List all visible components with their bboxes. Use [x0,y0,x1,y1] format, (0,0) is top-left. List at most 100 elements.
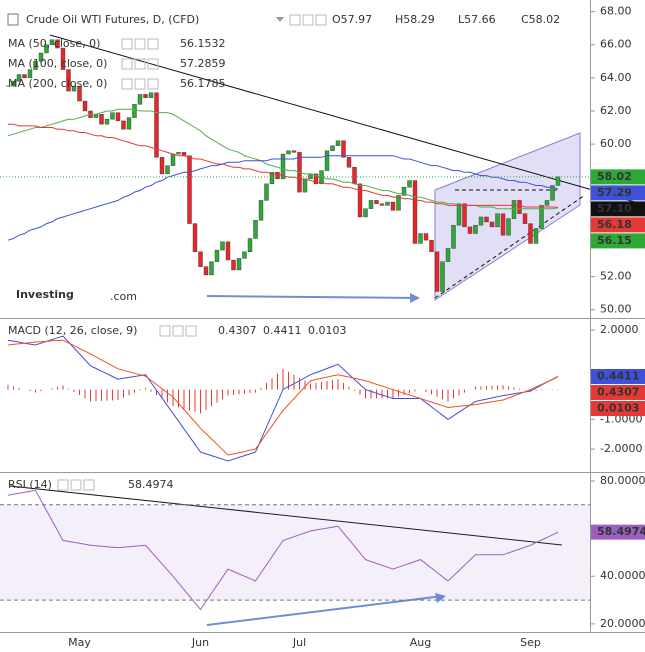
candle [473,225,478,234]
candle [225,241,231,261]
candle [335,140,341,146]
candle [511,200,517,219]
candle [517,200,522,214]
indicator-value: 0.0103 [308,324,347,337]
setting-icon[interactable] [185,325,197,337]
candle [165,165,170,175]
x-tick-label: May [68,636,91,649]
candle [209,261,214,276]
price-marker [591,368,645,384]
ohlc-value: H58.29 [395,13,435,26]
y-tick-label: 40.0000 [600,569,645,582]
price-marker-label: 0.0103 [597,401,639,414]
setting-icon[interactable] [121,38,133,50]
legend-value: 57.2859 [180,57,226,70]
setting-icon[interactable] [289,14,301,26]
candle [27,69,33,79]
candle [198,251,203,267]
candle [220,241,225,251]
price-marker-label: 0.4411 [597,369,639,382]
setting-icon[interactable] [302,14,314,26]
candle [555,176,561,186]
price-marker-label: 58.4974 [597,525,645,538]
candle [159,157,165,175]
series-line [7,489,559,611]
candle [38,52,44,62]
dashed-line [434,194,586,299]
setting-icon[interactable] [315,14,327,26]
setting-icon[interactable] [134,78,146,90]
candle [187,155,192,224]
price-marker-label: 56.18 [597,218,632,231]
candle [396,195,401,211]
series-line [7,339,559,456]
arrow [206,295,419,299]
setting-icon[interactable] [147,58,159,70]
y-tick-label: 50.00 [600,303,632,316]
price-marker [591,400,645,416]
y-tick-label: -2.0000 [600,442,642,455]
candle [357,183,363,218]
candle [313,173,319,185]
candle [6,85,10,87]
candle [533,228,539,244]
x-tick-label: Jun [191,636,209,649]
y-tick-label: 62.00 [600,104,632,117]
candle [275,172,280,180]
candle [440,261,445,292]
dropdown[interactable] [276,17,284,22]
candle [253,220,258,239]
candle [247,238,253,252]
legend-value: 56.1785 [180,77,226,90]
candle [368,200,374,209]
candle [154,92,159,158]
candle [423,233,429,241]
setting-icon[interactable] [83,479,95,491]
candle [528,223,533,244]
candle [550,185,555,201]
candle [110,112,115,120]
candle [148,92,154,98]
ohlc-value: C58.02 [521,13,560,26]
setting-icon[interactable] [147,38,159,50]
y-tick-label: 64.00 [600,71,632,84]
candle [467,226,473,234]
y-tick-label: 60.00 [600,137,632,150]
series-line [8,123,559,208]
candle [330,145,335,151]
candle [11,80,16,87]
candle [33,61,38,70]
candle [137,94,143,105]
setting-icon[interactable] [159,325,171,337]
candle [445,248,451,262]
setting-icon[interactable] [57,479,69,491]
setting-icon[interactable] [121,58,133,70]
setting-icon[interactable] [134,58,146,70]
setting-icon[interactable] [70,479,82,491]
trend-line [49,34,645,206]
price-marker [591,384,645,400]
candle [170,153,176,166]
candle [66,69,71,92]
candle [176,152,181,155]
y-tick-label: 20.0000 [600,617,645,630]
setting-icon[interactable] [134,38,146,50]
y-tick-label: 80.0000 [600,474,645,487]
setting-icon[interactable] [172,325,184,337]
series-line [7,335,559,462]
y-tick-label: 66.00 [600,38,632,51]
setting-icon[interactable] [121,78,133,90]
collapse-icon[interactable] [7,13,19,26]
indicator-title: MACD (12, 26, close, 9) [8,324,137,337]
candle [456,203,462,226]
price-marker-label: 57.10 [597,202,632,215]
price-marker-label: 57.29 [597,186,632,199]
candle [192,223,198,252]
price-marker [591,524,645,540]
candle [418,233,423,244]
y-tick-label: 52.00 [600,270,632,283]
legend-label: MA (200, close, 0) [8,77,107,90]
candle [126,117,132,130]
candle [104,119,110,125]
setting-icon[interactable] [147,78,159,90]
